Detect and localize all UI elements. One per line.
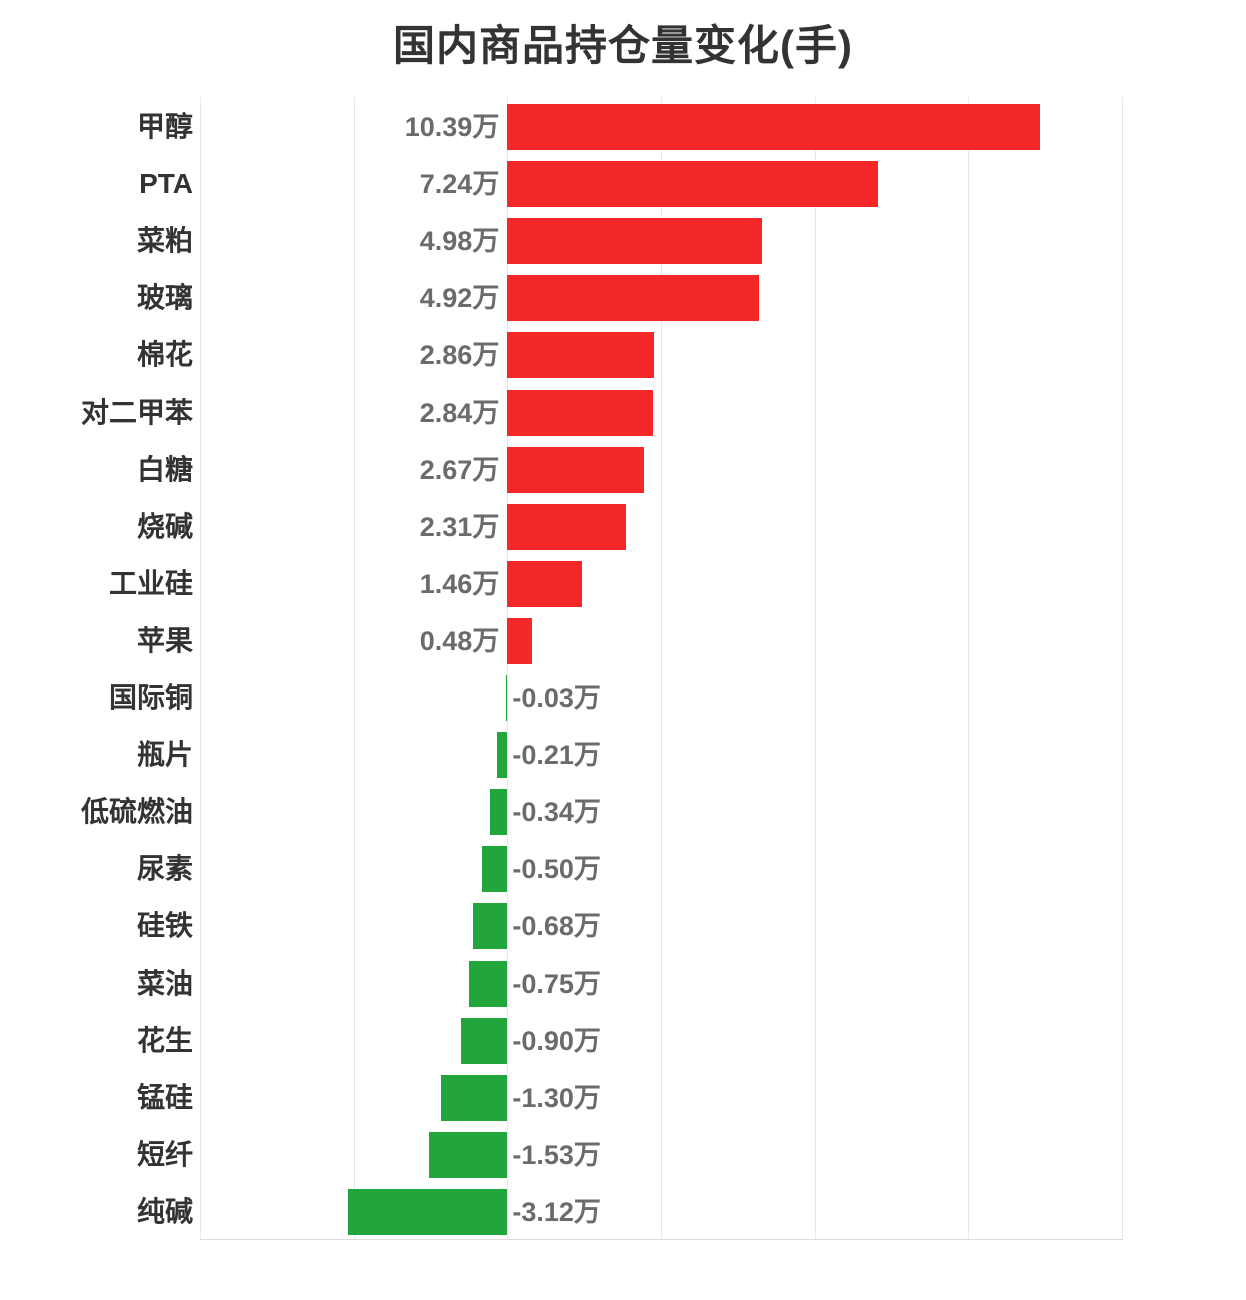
- bar[interactable]: [440, 1074, 508, 1121]
- vertical-gridline: [353, 97, 355, 1239]
- category-label: 菜粕: [136, 225, 193, 257]
- category-label: 棉花: [136, 339, 193, 371]
- chart-title: 国内商品持仓量变化(手): [393, 22, 853, 69]
- value-label: 7.24万: [419, 169, 500, 200]
- vertical-gridline: [814, 97, 816, 1239]
- value-label: -0.90万: [512, 1025, 601, 1056]
- bar[interactable]: [507, 446, 645, 493]
- value-label: 2.67万: [419, 454, 500, 485]
- value-label: -0.75万: [512, 968, 601, 999]
- category-label: 工业硅: [108, 567, 193, 599]
- category-label: 锰硅: [136, 1081, 193, 1113]
- category-label: PTA: [139, 168, 193, 200]
- value-label: -0.68万: [512, 911, 601, 942]
- bar[interactable]: [505, 675, 508, 721]
- bar[interactable]: [468, 960, 508, 1007]
- bar[interactable]: [507, 617, 532, 664]
- category-label: 甲醇: [136, 111, 193, 142]
- value-label: 4.92万: [419, 283, 500, 314]
- value-label: -0.34万: [512, 797, 601, 828]
- bar[interactable]: [507, 275, 760, 322]
- vertical-gridline: [507, 97, 509, 1239]
- category-label: 烧碱: [136, 510, 193, 542]
- bar[interactable]: [481, 846, 508, 893]
- value-label: -0.03万: [512, 683, 601, 713]
- bar[interactable]: [507, 560, 583, 607]
- value-label: -0.50万: [512, 854, 601, 885]
- vertical-gridline: [1122, 97, 1123, 1239]
- value-label: 1.46万: [419, 568, 500, 599]
- category-label: 瓶片: [136, 739, 193, 771]
- value-label: -1.30万: [512, 1082, 601, 1113]
- bar[interactable]: [489, 789, 508, 836]
- bar[interactable]: [507, 389, 653, 436]
- value-label: -1.53万: [512, 1139, 601, 1170]
- bar[interactable]: [472, 903, 508, 950]
- vertical-gridline: [968, 97, 970, 1239]
- category-label: 对二甲苯: [80, 396, 193, 428]
- value-label: 2.31万: [419, 511, 500, 542]
- bar[interactable]: [496, 732, 508, 779]
- vertical-gridline: [661, 97, 662, 1239]
- bar[interactable]: [507, 161, 879, 208]
- value-label: 4.98万: [419, 226, 500, 257]
- category-label: 花生: [136, 1024, 193, 1056]
- category-label: 硅铁: [136, 910, 193, 942]
- category-label: 苹果: [136, 624, 193, 656]
- bar[interactable]: [461, 1017, 508, 1064]
- value-label: -3.12万: [512, 1196, 601, 1227]
- vertical-gridline: [200, 97, 201, 1239]
- bar[interactable]: [507, 104, 1040, 150]
- x-axis-line: [200, 1239, 1123, 1240]
- category-label: 菜油: [136, 967, 193, 999]
- category-label: 白糖: [136, 453, 193, 485]
- value-label: -0.21万: [512, 740, 601, 771]
- bar[interactable]: [428, 1131, 508, 1178]
- value-label: 2.86万: [419, 340, 500, 371]
- value-label: 0.48万: [419, 625, 500, 656]
- category-label: 国际铜: [108, 682, 193, 713]
- bar[interactable]: [347, 1188, 508, 1235]
- category-label: 玻璃: [136, 282, 193, 314]
- bar[interactable]: [507, 218, 763, 265]
- category-label: 低硫燃油: [80, 796, 193, 828]
- bar[interactable]: [507, 332, 654, 379]
- category-label: 尿素: [136, 853, 193, 885]
- category-label: 纯碱: [136, 1195, 193, 1227]
- category-label: 短纤: [136, 1138, 193, 1170]
- value-label: 10.39万: [404, 112, 500, 142]
- value-label: 2.84万: [419, 397, 500, 428]
- bar[interactable]: [507, 503, 626, 550]
